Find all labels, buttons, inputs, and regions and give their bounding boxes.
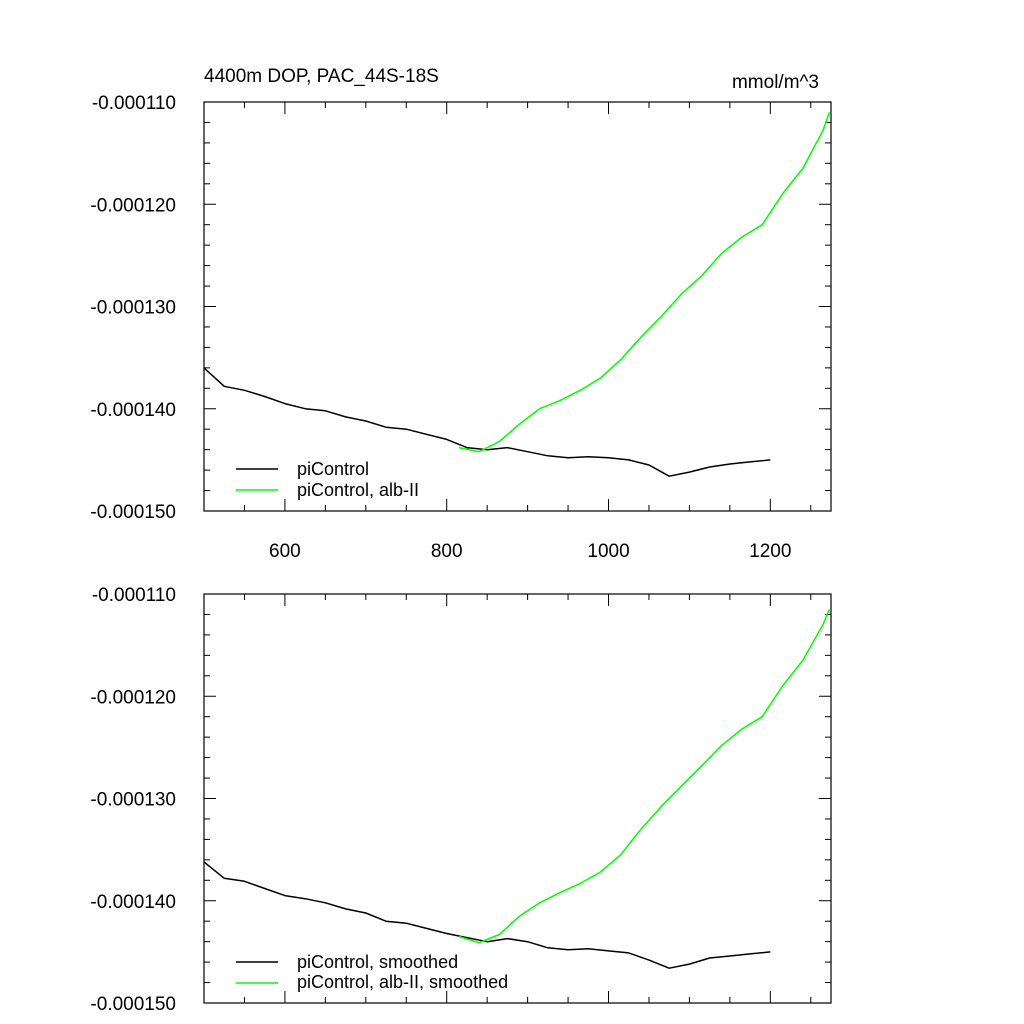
chart-title: 4400m DOP, PAC_44S-18S xyxy=(204,66,439,87)
x-tick-label: 600 xyxy=(269,541,301,562)
bottom-axes: -0.000110 -0.000120 -0.000130 -0.000140 -0.0… xyxy=(90,585,832,1015)
series-line-picontrol xyxy=(203,367,771,477)
y-tick-label: -0.000110 xyxy=(92,93,176,114)
series-line-picontrol-smoothed xyxy=(203,861,771,969)
top-legend: piControl piControl, alb-II xyxy=(236,459,419,500)
y-tick-label: -0.000110 xyxy=(92,585,176,606)
legend-label-picontrol-alb: piControl, alb-II xyxy=(297,480,419,500)
y-tick-label: -0.000150 xyxy=(90,994,176,1015)
y-tick-label: -0.000130 xyxy=(90,790,176,811)
top-panel: 4400m DOP, PAC_44S-18S mmol/m^3 600 800 10… xyxy=(90,66,832,562)
legend-label-picontrol-alb-smoothed: piControl, alb-II, smoothed xyxy=(297,972,508,992)
x-tick-label: 800 xyxy=(431,541,463,562)
plot-frame xyxy=(203,593,832,1004)
top-lines xyxy=(203,111,831,477)
units-label: mmol/m^3 xyxy=(732,72,819,93)
legend-label-picontrol: piControl xyxy=(297,459,369,479)
y-tick-label: -0.000120 xyxy=(90,687,176,708)
y-tick-label: -0.000140 xyxy=(90,892,176,913)
y-tick-label: -0.000120 xyxy=(90,195,176,216)
y-tick-label: -0.000140 xyxy=(90,400,176,421)
series-line-picontrol-alb-ii-smoothed xyxy=(458,609,831,944)
bottom-legend: piControl, smoothed piControl, alb-II, s… xyxy=(236,952,508,992)
x-tick-label: 1200 xyxy=(749,541,791,562)
y-tick-label: -0.000150 xyxy=(90,502,176,523)
bottom-lines xyxy=(203,609,831,969)
y-tick-label: -0.000130 xyxy=(90,298,176,319)
x-tick-label: 1000 xyxy=(587,541,629,562)
series-line-picontrol-alb-ii xyxy=(458,111,831,453)
top-axes: 600 800 1000 1200 -0.000110 -0.000120 -0.00013… xyxy=(90,93,832,562)
legend-label-picontrol-smoothed: piControl, smoothed xyxy=(297,952,458,972)
bottom-panel: -0.000110 -0.000120 -0.000130 -0.000140 -0.0… xyxy=(90,585,832,1015)
